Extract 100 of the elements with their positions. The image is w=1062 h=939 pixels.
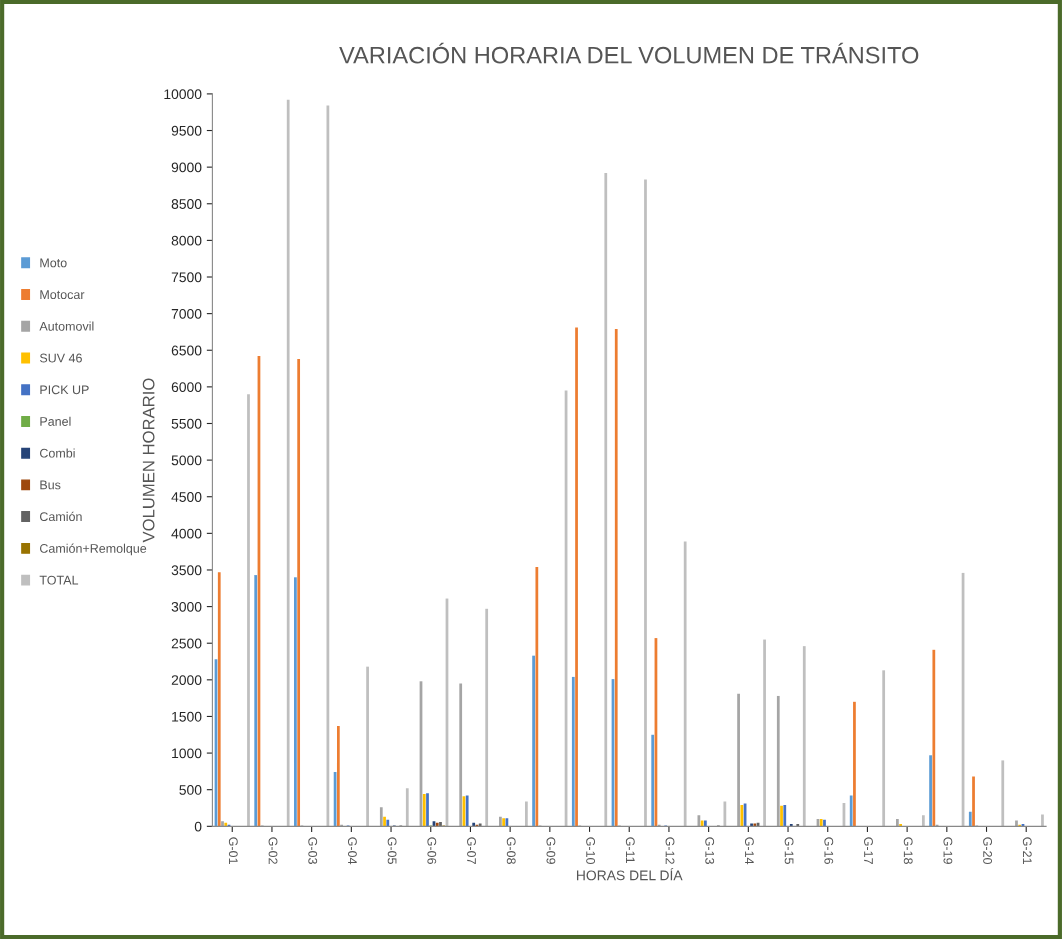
bar [789,824,793,827]
bar [439,821,442,827]
legend-label: TOTAL [39,575,79,585]
x-tick-label: G-16 [824,837,834,864]
bar [750,823,753,827]
bar [921,815,925,827]
x-tick-label: G-09 [546,837,556,864]
bar [571,676,575,827]
bar [286,99,290,827]
y-tick-label: 6000 [171,382,202,393]
bar [796,824,800,827]
bar [776,695,780,827]
bar [575,327,578,827]
bar [929,755,932,827]
x-tick-label: G-03 [308,837,318,864]
legend-label: Camión+Remolque [40,543,147,556]
x-tick-label: G-11 [625,837,635,863]
legend-label: Moto [40,258,67,268]
bar [723,801,727,827]
x-tick-label: G-21 [1022,837,1032,864]
chart-title: VARIACIÓN HORARIA DEL VOLUMEN DE TRÁNSITO [339,42,919,64]
legend-label: SUV 46 [39,353,82,363]
y-tick-label: 7500 [171,272,202,283]
y-tick-label: 9500 [171,125,202,136]
legend-label: Combi [40,448,75,458]
y-tick-label: 4500 [171,492,202,502]
x-tick-label: G-15 [784,837,794,864]
bar [802,646,806,827]
bar [849,795,853,827]
bar [1041,814,1044,827]
bar [254,575,258,827]
bar [823,819,826,827]
bar [525,801,528,827]
y-tick-label: 1500 [172,711,202,722]
bar [459,683,463,827]
x-tick-label: G-07 [467,837,476,864]
y-tick-label: 2500 [171,638,202,649]
bar [247,394,250,827]
bar [1015,820,1018,827]
bar [700,820,704,827]
bar [426,793,429,827]
bar [896,819,899,827]
bar [485,608,489,827]
y-tick-label: 7000 [171,308,202,319]
bar [383,816,386,827]
x-tick-label: G-05 [387,837,397,864]
bar [217,572,221,827]
x-tick-label: G-12 [665,837,675,864]
x-axis-title: HORAS DEL DÍA [576,868,683,881]
y-tick-label: 5000 [171,455,202,466]
y-tick-label: 3000 [171,601,202,612]
bar [683,541,687,827]
bar [968,811,972,827]
x-tick-label: G-06 [427,837,437,864]
legend-label: Automovil [39,321,94,331]
x-tick-label: G-08 [506,837,516,864]
y-tick-label: 0 [194,821,202,832]
bar [644,179,647,827]
y-tick-label: 5500 [171,418,202,429]
legend-label: Panel [40,416,71,426]
bar [972,776,975,827]
y-tick-label: 4000 [171,528,202,539]
x-tick-label: G-17 [864,837,873,864]
y-tick-label: 500 [179,785,202,795]
y-tick-label: 6500 [171,345,202,356]
x-tick-label: G-19 [943,837,953,864]
y-tick-label: 9000 [171,162,202,173]
legend-label: Camión [40,511,82,522]
bar [221,821,224,827]
x-tick-label: G-13 [705,837,715,864]
y-tick-label: 8500 [171,199,202,209]
legend-label: PICK UP [40,385,89,395]
x-tick-label: G-18 [903,837,913,864]
bar [532,655,535,827]
x-tick-label: G-04 [347,837,357,865]
bar [882,670,886,827]
bar [422,794,426,827]
bar [780,805,783,827]
bar [405,788,409,827]
y-tick-label: 10000 [164,89,202,100]
bar [1001,760,1005,827]
x-tick-label: G-10 [586,837,596,865]
bar [366,666,369,827]
bar [932,649,936,827]
bar [379,807,383,827]
x-tick-label: G-01 [228,837,238,864]
y-tick-label: 3500 [171,565,202,576]
bar [535,567,539,827]
bar [604,173,608,827]
y-axis-title: VOLUMEN HORARIO [142,378,155,543]
bar [783,805,787,827]
bar [651,734,655,827]
y-tick-label: 2000 [171,675,202,686]
bar [336,725,340,827]
bar [853,701,856,827]
x-tick-label: G-20 [983,837,993,865]
x-tick-label: G-14 [744,837,754,865]
legend-label: Bus [40,480,61,490]
bar [614,329,618,827]
bar [294,577,297,827]
